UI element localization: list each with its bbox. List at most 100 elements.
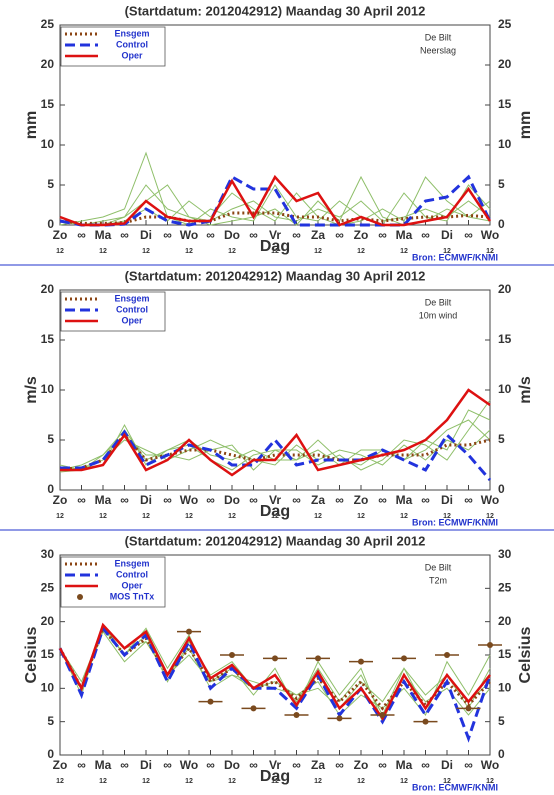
x-axis-label: Dag bbox=[260, 503, 290, 520]
x-tick-label: ∞ bbox=[163, 758, 172, 772]
y2-axis-label: m/s bbox=[517, 376, 534, 404]
hour-label: 12 bbox=[486, 248, 494, 255]
x-tick-label: ∞ bbox=[292, 493, 301, 507]
y2-tick-label: 20 bbox=[498, 282, 512, 296]
legend-box bbox=[60, 291, 166, 332]
x-tick-label: Ma bbox=[396, 228, 413, 242]
mos-point bbox=[422, 718, 429, 725]
annotation: T2m bbox=[429, 575, 447, 585]
x-tick-label: Za bbox=[311, 493, 325, 507]
x-tick-label: Zo bbox=[354, 228, 369, 242]
source: Bron: ECMWF/KNMI bbox=[412, 252, 498, 262]
y-tick-label: 15 bbox=[41, 332, 55, 346]
legend-label: Ensgem bbox=[114, 293, 149, 303]
series-line bbox=[60, 429, 492, 481]
hour-label: 12 bbox=[228, 513, 236, 520]
y2-tick-label: 20 bbox=[498, 57, 512, 71]
hour-label: 12 bbox=[142, 778, 150, 785]
legend-label: Oper bbox=[121, 580, 143, 590]
y-tick-label: 5 bbox=[47, 177, 54, 191]
hour-label: 12 bbox=[99, 248, 107, 255]
x-tick-label: Vr bbox=[269, 493, 281, 507]
x-tick-label: Ma bbox=[396, 493, 413, 507]
chart-title: (Startdatum: 2012042912) Maandag 30 Apri… bbox=[125, 3, 426, 18]
y-axis-label: mm bbox=[23, 111, 40, 139]
hour-label: 12 bbox=[271, 513, 279, 520]
x-tick-label: ∞ bbox=[335, 493, 344, 507]
x-tick-label: ∞ bbox=[163, 493, 172, 507]
annotation: De Bilt bbox=[425, 297, 452, 307]
x-tick-label: ∞ bbox=[77, 228, 86, 242]
x-tick-label: ∞ bbox=[77, 493, 86, 507]
legend-label: Oper bbox=[121, 50, 143, 60]
series-line bbox=[59, 174, 492, 227]
x-tick-label: Di bbox=[441, 493, 453, 507]
hour-label: 12 bbox=[314, 513, 322, 520]
y2-tick-label: 15 bbox=[498, 647, 512, 661]
x-tick-label: Vr bbox=[269, 758, 281, 772]
y-tick-label: 10 bbox=[41, 382, 55, 396]
mos-point bbox=[336, 715, 343, 722]
y-tick-label: 15 bbox=[41, 647, 55, 661]
hour-label: 12 bbox=[314, 248, 322, 255]
y2-tick-label: 30 bbox=[498, 547, 512, 561]
ensemble-member bbox=[59, 623, 491, 723]
hour-label: 12 bbox=[56, 248, 64, 255]
mos-point bbox=[207, 698, 214, 705]
source: Bron: ECMWF/KNMI bbox=[412, 517, 498, 527]
x-tick-label: Wo bbox=[481, 228, 499, 242]
x-tick-label: Di bbox=[441, 228, 453, 242]
mos-point bbox=[293, 712, 300, 718]
x-tick-label: Wo bbox=[180, 228, 198, 242]
mos-point bbox=[465, 705, 472, 712]
y2-tick-label: 10 bbox=[498, 382, 512, 396]
y2-tick-label: 25 bbox=[498, 581, 512, 595]
hour-label: 12 bbox=[443, 778, 451, 785]
y-tick-label: 5 bbox=[47, 432, 54, 446]
annotation: De Bilt bbox=[425, 562, 452, 572]
hour-label: 12 bbox=[56, 513, 64, 520]
x-tick-label: ∞ bbox=[206, 493, 215, 507]
y-axis-label: Celsius bbox=[23, 626, 40, 683]
x-tick-label: Za bbox=[311, 228, 325, 242]
hour-label: 12 bbox=[185, 513, 193, 520]
hour-label: 12 bbox=[56, 778, 64, 785]
x-tick-label: ∞ bbox=[335, 758, 344, 772]
y-tick-label: 20 bbox=[41, 614, 55, 628]
y2-tick-label: 10 bbox=[498, 681, 512, 695]
legend-label: Ensgem bbox=[114, 558, 149, 568]
y-tick-label: 15 bbox=[41, 97, 55, 111]
x-tick-label: Zo bbox=[354, 758, 369, 772]
hour-label: 12 bbox=[142, 513, 150, 520]
x-tick-label: Di bbox=[140, 493, 152, 507]
x-tick-label: Wo bbox=[180, 758, 198, 772]
mos-point bbox=[379, 712, 386, 718]
y2-axis-label: Celsius bbox=[517, 626, 534, 683]
y-tick-label: 0 bbox=[47, 217, 54, 231]
x-tick-label: ∞ bbox=[249, 758, 258, 772]
mos-point bbox=[229, 652, 235, 658]
x-tick-label: Vr bbox=[269, 228, 281, 242]
legend-label: Control bbox=[116, 569, 148, 579]
y2-tick-label: 0 bbox=[498, 217, 505, 231]
x-tick-label: Wo bbox=[481, 493, 499, 507]
legend-label: Control bbox=[116, 39, 148, 49]
x-tick-label: ∞ bbox=[77, 758, 86, 772]
hour-label: 12 bbox=[271, 248, 279, 255]
y2-tick-label: 0 bbox=[498, 482, 505, 496]
x-tick-label: ∞ bbox=[163, 228, 172, 242]
x-tick-label: ∞ bbox=[378, 758, 387, 772]
annotation: 10m wind bbox=[419, 310, 458, 320]
y2-tick-label: 15 bbox=[498, 332, 512, 346]
x-tick-label: Zo bbox=[354, 493, 369, 507]
mos-point bbox=[358, 658, 364, 665]
mos-point bbox=[250, 705, 257, 712]
x-tick-label: ∞ bbox=[249, 493, 258, 507]
x-tick-label: Zo bbox=[53, 228, 68, 242]
hour-label: 12 bbox=[486, 778, 494, 785]
y-tick-label: 10 bbox=[41, 681, 55, 695]
x-tick-label: ∞ bbox=[206, 758, 215, 772]
hour-label: 12 bbox=[357, 778, 365, 785]
y2-tick-label: 5 bbox=[498, 714, 505, 728]
